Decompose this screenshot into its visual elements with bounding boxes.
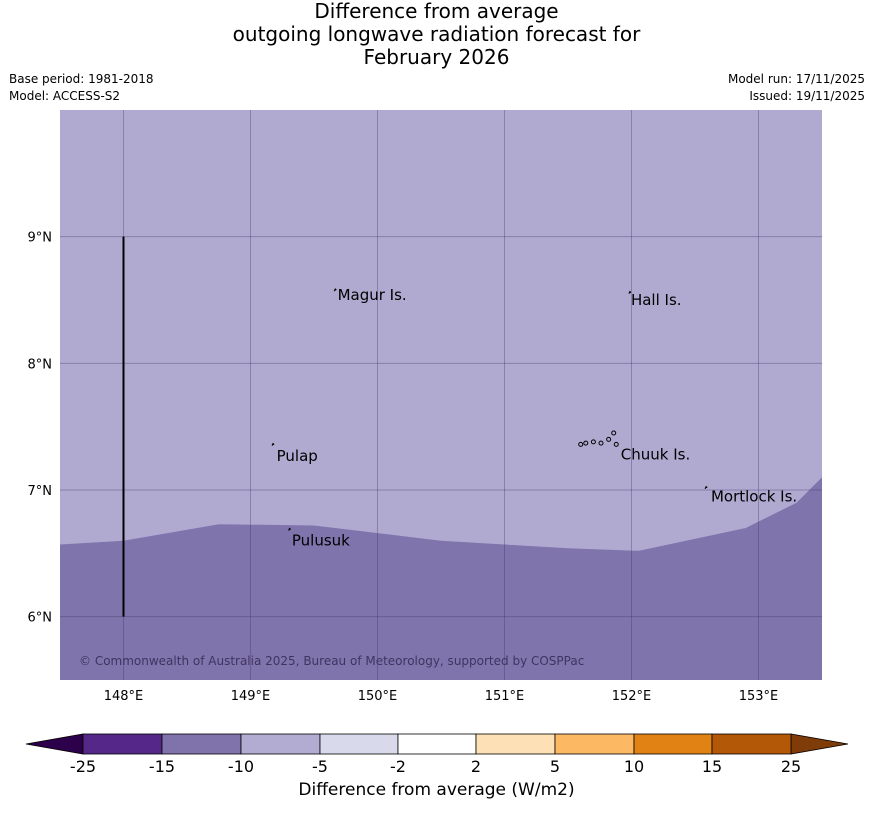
- island-outline: [288, 527, 292, 531]
- lon-tick-label: 151°E: [485, 689, 525, 704]
- lon-tick-label: 148°E: [104, 689, 144, 704]
- lat-tick-label: 8°N: [28, 357, 53, 372]
- colorbar-segment: [240, 733, 321, 755]
- colorbar-tick-label: 2: [471, 757, 481, 776]
- colorbar-segment: [554, 733, 635, 755]
- colorbar-tick-label: -15: [149, 757, 175, 776]
- place-label: Pulap: [277, 447, 318, 465]
- chart-title: Difference from average outgoing longwav…: [0, 0, 873, 69]
- island-outline: [598, 440, 604, 446]
- colorbar-segment: [475, 733, 556, 755]
- colorbar-tick-label: 10: [624, 757, 644, 776]
- meta-left: Base period: 1981-2018 Model: ACCESS-S2: [9, 71, 154, 105]
- lon-tick-label: 149°E: [231, 689, 271, 704]
- lat-tick-label: 9°N: [28, 231, 53, 246]
- colorbar-segment: [397, 733, 477, 755]
- place-label: Hall Is.: [631, 291, 682, 309]
- island-outline: [578, 441, 584, 447]
- title-line-2: outgoing longwave radiation forecast for: [232, 22, 641, 46]
- colorbar-tick-label: -5: [312, 757, 328, 776]
- island-outline: [613, 441, 619, 447]
- colorbar-segment: [711, 733, 792, 755]
- lat-tick-label: 6°N: [28, 611, 53, 626]
- anomaly-fill-lower: [60, 477, 822, 680]
- place-label: Pulusuk: [292, 532, 350, 550]
- colorbar-label: Difference from average (W/m2): [298, 780, 575, 800]
- island-outline: [704, 485, 708, 490]
- title-line-1: Difference from average: [314, 0, 559, 23]
- island-outline: [611, 430, 617, 436]
- colorbar-tick-label: -2: [390, 757, 406, 776]
- island-outline: [271, 442, 275, 446]
- issued-date: Issued: 19/11/2025: [749, 89, 865, 103]
- colorbar-under-arrow: [25, 733, 84, 755]
- title-line-3: February 2026: [363, 45, 510, 69]
- colorbar-over-arrow: [790, 733, 849, 755]
- place-label: Chuuk Is.: [621, 446, 690, 464]
- colorbar-tick-label: -25: [70, 757, 96, 776]
- place-label: Magur Is.: [338, 286, 407, 304]
- colorbar-tick-label: -10: [228, 757, 254, 776]
- colorbar-segment: [82, 733, 163, 755]
- island-outline: [590, 439, 596, 445]
- island-outline: [333, 288, 337, 292]
- island-outline: [606, 436, 612, 442]
- base-period: Base period: 1981-2018: [9, 72, 154, 86]
- lon-tick-label: 150°E: [358, 689, 398, 704]
- colorbar-segment: [319, 733, 399, 755]
- colorbar-segment: [161, 733, 242, 755]
- copyright-text: © Commonwealth of Australia 2025, Bureau…: [79, 654, 584, 668]
- lon-tick-label: 153°E: [739, 689, 779, 704]
- colorbar-tick-label: 25: [781, 757, 801, 776]
- colorbar-tick-label: 15: [702, 757, 722, 776]
- island-outline: [583, 440, 589, 446]
- island-outline: [628, 290, 632, 294]
- lat-tick-label: 7°N: [28, 484, 53, 499]
- meta-right: Model run: 17/11/2025 Issued: 19/11/2025: [728, 71, 865, 105]
- model-name: Model: ACCESS-S2: [9, 89, 121, 103]
- lon-tick-label: 152°E: [612, 689, 652, 704]
- model-run: Model run: 17/11/2025: [727, 72, 865, 86]
- colorbar-segment: [633, 733, 713, 755]
- place-label: Mortlock Is.: [711, 487, 797, 505]
- colorbar-tick-label: 5: [550, 757, 560, 776]
